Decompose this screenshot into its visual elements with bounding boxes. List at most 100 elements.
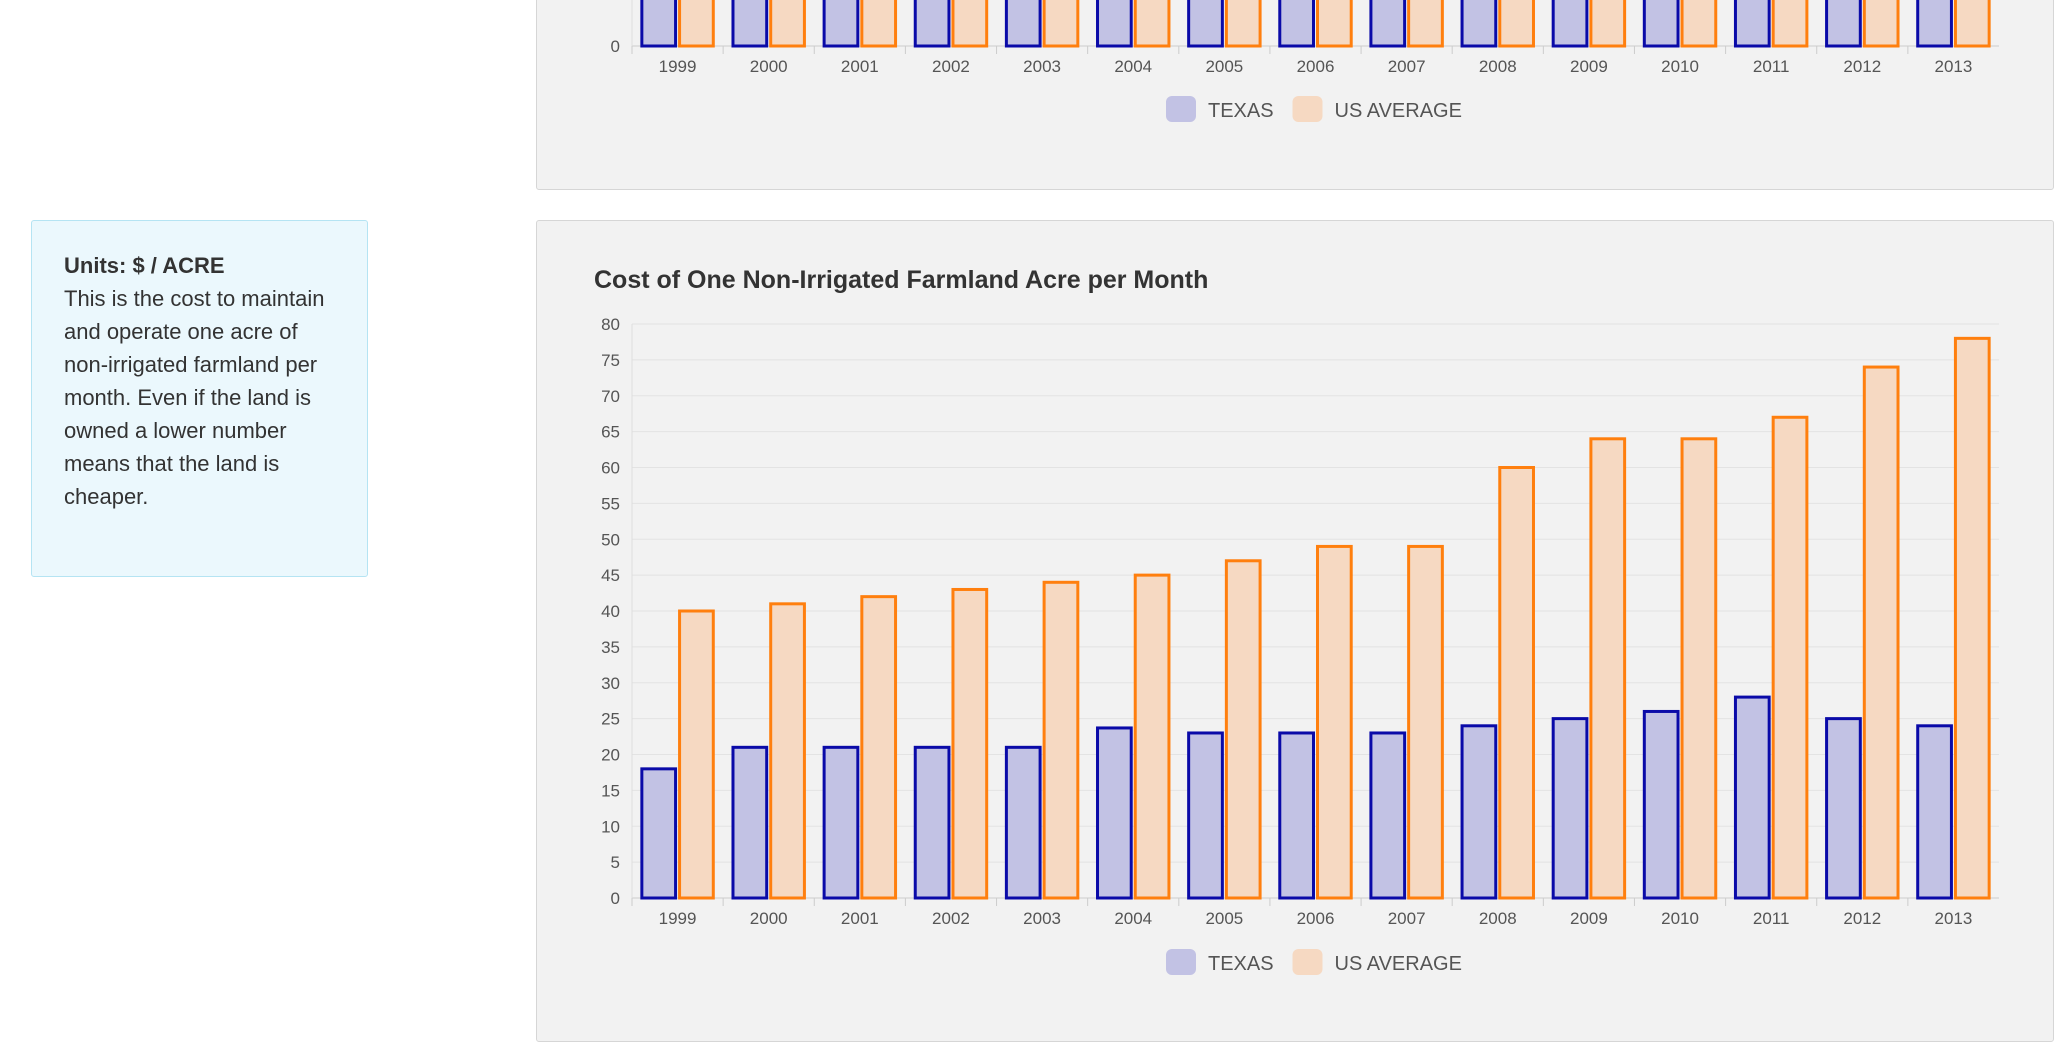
- top-bar-0-2013: [1916, 0, 1953, 48]
- bar-us-average-2011: [1771, 415, 1809, 900]
- top-bar-1-2012: [1862, 0, 1900, 48]
- x-tick-label: 2002: [932, 909, 970, 928]
- bar-texas-2007: [1369, 731, 1407, 900]
- top-bar-1-2003: [1042, 0, 1080, 48]
- bar-us-average-2009: [1589, 437, 1627, 900]
- x-tick-label: 2008: [1479, 909, 1517, 928]
- y-tick-label: 60: [601, 459, 620, 478]
- x-tick-label: 2003: [1023, 57, 1061, 76]
- top-bar-1-1999: [678, 0, 715, 48]
- bar-texas-2011: [1733, 695, 1771, 900]
- bar-us-average-2000: [769, 602, 806, 900]
- x-tick-label: 2009: [1570, 909, 1608, 928]
- legend-label: US AVERAGE: [1335, 100, 1462, 122]
- top-bar-1-2000: [769, 0, 806, 48]
- y-tick-label: 5: [611, 853, 620, 872]
- top-bar-0-2003: [1004, 0, 1042, 48]
- y-tick-label: 55: [601, 494, 620, 513]
- bar-us-average-2010: [1680, 437, 1718, 900]
- top-bar-1-2011: [1771, 0, 1809, 48]
- top-bar-0-2000: [731, 0, 769, 48]
- bar-us-average-2006: [1316, 544, 1353, 900]
- top-bar-1-2009: [1589, 0, 1627, 48]
- top-bar-0-2009: [1551, 0, 1589, 48]
- bar-texas-2012: [1825, 717, 1862, 900]
- units-info-box: Units: $ / ACRE This is the cost to main…: [31, 220, 368, 577]
- y-tick-label: 50: [601, 530, 620, 549]
- chart-title: Cost of One Non-Irrigated Farmland Acre …: [594, 266, 1208, 294]
- top-bar-0-2007: [1369, 0, 1407, 48]
- top-bar-1-2013: [1953, 0, 1991, 48]
- units-description: This is the cost to maintain and operate…: [64, 286, 325, 509]
- y-tick-label: 65: [601, 423, 620, 442]
- top-bar-1-2007: [1407, 0, 1444, 48]
- bar-us-average-1999: [678, 609, 715, 900]
- y-tick-label: 30: [601, 674, 620, 693]
- y-tick-label: 0: [611, 889, 620, 908]
- top-bar-1-2004: [1133, 0, 1171, 48]
- bar-texas-2003: [1004, 745, 1042, 900]
- legend-label: TEXAS: [1208, 953, 1274, 975]
- top-bar-1-2001: [860, 0, 898, 48]
- bar-texas-2005: [1187, 731, 1224, 900]
- legend-label: US AVERAGE: [1335, 953, 1462, 975]
- x-tick-label: 2002: [932, 57, 970, 76]
- x-tick-label: 1999: [659, 909, 697, 928]
- bar-us-average-2012: [1862, 365, 1900, 900]
- bar-us-average-2013: [1953, 336, 1991, 900]
- bar-texas-2002: [913, 745, 951, 900]
- top-bar-0-2005: [1187, 0, 1224, 48]
- bar-us-average-2002: [951, 587, 989, 900]
- x-tick-label: 2005: [1205, 909, 1243, 928]
- top-chart: 0 1999 2000 2001 2002 2003 2004 2005 2006 2007 200…: [611, 0, 1999, 122]
- bar-texas-2004: [1096, 726, 1133, 900]
- x-tick-label: 2006: [1297, 57, 1335, 76]
- y-tick-label: 70: [601, 387, 620, 406]
- y-tick-label: 35: [601, 638, 620, 657]
- x-tick-label: 1999: [659, 57, 697, 76]
- units-label: Units: $ / ACRE: [64, 253, 225, 278]
- x-tick-label: 2001: [841, 57, 879, 76]
- x-tick-label: 2011: [1753, 57, 1790, 76]
- top-bar-0-2008: [1460, 0, 1498, 48]
- y-tick-label: 20: [601, 746, 620, 765]
- y-tick-label: 0: [611, 37, 620, 56]
- x-tick-label: 2010: [1661, 57, 1699, 76]
- x-tick-label: 2005: [1205, 57, 1243, 76]
- bar-texas-2000: [731, 745, 769, 900]
- y-tick-label: 10: [601, 817, 620, 836]
- legend-swatch-1: [1292, 96, 1323, 122]
- x-tick-label: 2000: [750, 57, 788, 76]
- bar-texas-2010: [1642, 709, 1680, 900]
- bar-us-average-2007: [1407, 544, 1444, 900]
- y-tick-label: 15: [601, 781, 620, 800]
- legend-swatch-0: [1166, 949, 1196, 975]
- top-bar-1-2006: [1316, 0, 1353, 48]
- y-tick-label: 80: [601, 315, 620, 334]
- top-bar-0-2002: [913, 0, 951, 48]
- top-bar-0-2006: [1278, 0, 1315, 48]
- x-tick-label: 2007: [1388, 909, 1426, 928]
- bar-texas-2013: [1916, 724, 1953, 900]
- legend-label: TEXAS: [1208, 100, 1274, 122]
- bar-us-average-2008: [1498, 466, 1535, 900]
- top-chart-panel: 0 1999 2000 2001 2002 2003 2004 2005 2006 2007 200…: [536, 0, 2054, 190]
- bar-texas-2006: [1278, 731, 1315, 900]
- farmland-cost-chart: Cost of One Non-Irrigated Farmland Acre …: [594, 266, 1999, 975]
- top-bar-0-1999: [640, 0, 678, 48]
- top-bar-0-2010: [1642, 0, 1680, 48]
- bar-us-average-2005: [1224, 559, 1262, 900]
- x-tick-label: 2013: [1935, 57, 1973, 76]
- top-bar-0-2012: [1825, 0, 1862, 48]
- top-bar-0-2001: [822, 0, 860, 48]
- top-bar-1-2008: [1498, 0, 1535, 48]
- bar-texas-2009: [1551, 717, 1589, 900]
- x-tick-label: 2010: [1661, 909, 1699, 928]
- x-tick-label: 2009: [1570, 57, 1608, 76]
- legend-swatch-1: [1292, 949, 1323, 975]
- top-bar-1-2010: [1680, 0, 1718, 48]
- x-tick-label: 2011: [1753, 909, 1790, 928]
- x-tick-label: 2012: [1843, 57, 1881, 76]
- x-tick-label: 2000: [750, 909, 788, 928]
- x-tick-label: 2006: [1297, 909, 1335, 928]
